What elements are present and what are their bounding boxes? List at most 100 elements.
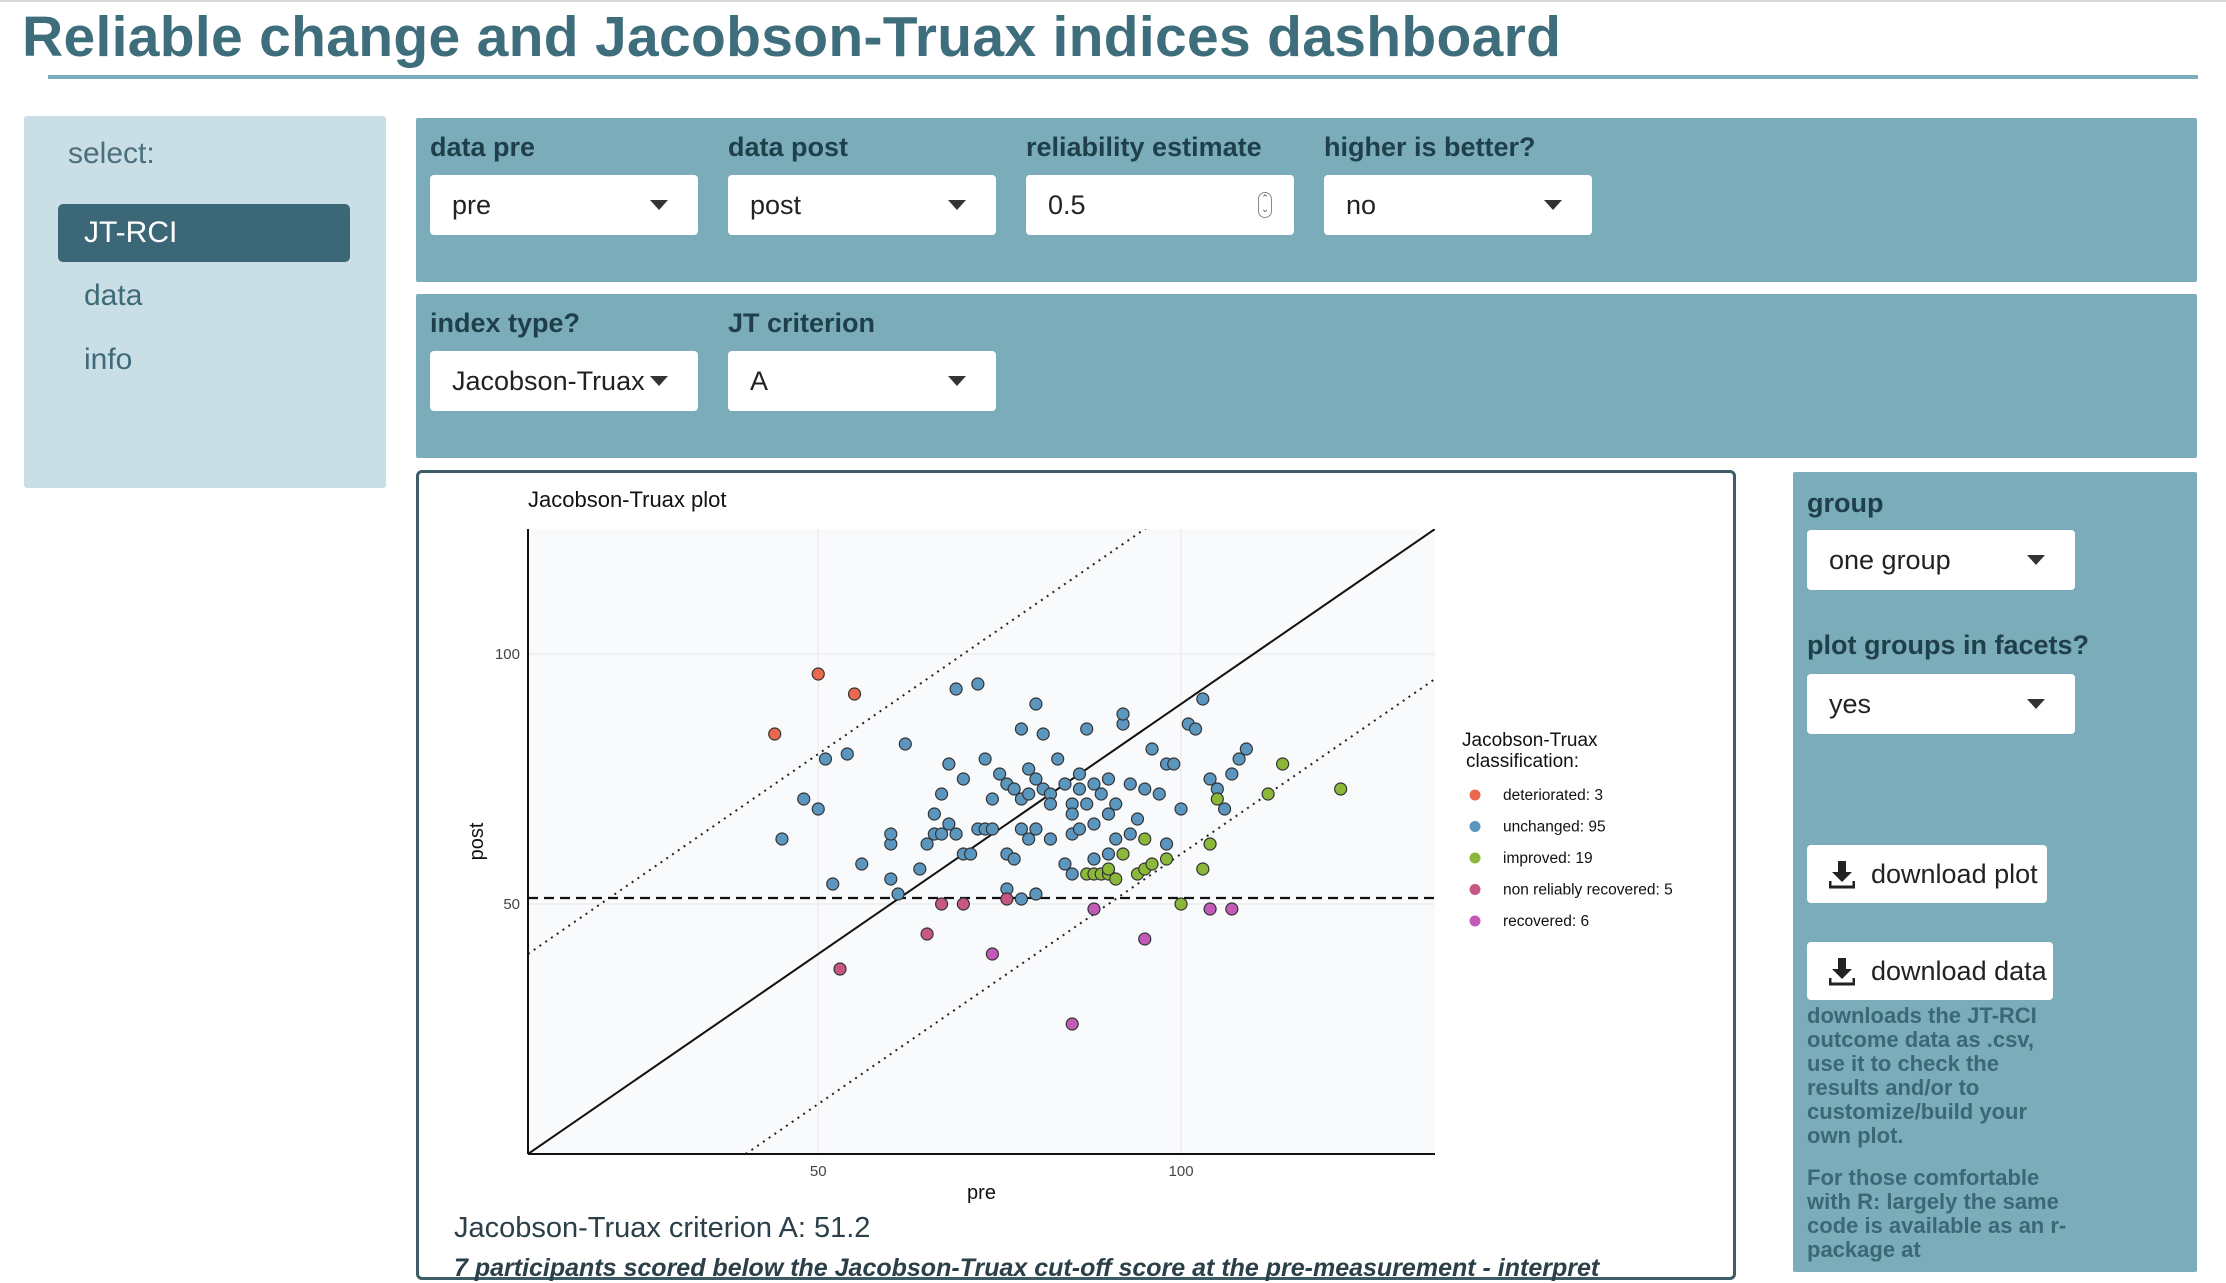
data-point-unchanged (1029, 697, 1043, 711)
data-point-unchanged (1232, 752, 1246, 766)
data-point-unchanged (898, 737, 912, 751)
data-point-unchanged (1239, 742, 1253, 756)
spinner-icon[interactable]: ⌃ ⌄ (1258, 192, 1272, 218)
data-point-unchanged (1043, 832, 1058, 846)
higher-better-label: higher is better? (1324, 132, 1536, 162)
data-point-unchanged (1109, 797, 1123, 811)
legend-label: recovered: 6 (1503, 913, 1589, 930)
data-point-unchanged (1022, 787, 1036, 801)
download-data-button[interactable]: download data (1807, 942, 2053, 1000)
x-tick-label: 100 (1169, 1163, 1194, 1180)
legend-key-improved (1469, 852, 1481, 864)
facets-select[interactable]: yes (1807, 674, 2075, 734)
data-point-unchanged (985, 822, 999, 836)
data-point-improved (1109, 872, 1123, 886)
data-point-unchanged (891, 887, 905, 901)
data-point-recovered (985, 947, 999, 961)
download-note: downloads the JT-RCI outcome data as .cs… (1807, 1003, 2037, 1148)
x-tick-label: 50 (810, 1163, 827, 1180)
data-point-unchanged (934, 787, 949, 801)
data-point-unchanged (1065, 807, 1079, 821)
data-point-unchanged (1225, 767, 1239, 781)
data-point-unchanged (1174, 802, 1188, 816)
data-point-improved (1138, 832, 1152, 846)
data-post-label: data post (728, 132, 849, 162)
legend-label: non reliably recovered: 5 (1503, 882, 1673, 899)
data-point-unchanged (1036, 727, 1050, 741)
sidebar-item-jt-rci[interactable]: JT-RCI (58, 204, 350, 262)
data-point-improved (1116, 847, 1130, 861)
data-point-unchanged (971, 677, 985, 691)
index-type-select[interactable]: Jacobson-Truax (430, 351, 698, 411)
data-point-unchanged (1123, 827, 1137, 841)
data-point-unchanged (1101, 847, 1116, 861)
data-point-unchanged (1116, 707, 1130, 721)
data-point-unchanged (1196, 692, 1210, 706)
data-point-unchanged (1043, 797, 1058, 811)
title-rule (48, 75, 2198, 79)
r-package-note: For those comfortable with R: largely th… (1807, 1165, 2067, 1262)
higher-better-select[interactable]: no (1324, 175, 1592, 235)
legend-title: Jacobson-Truax (1462, 730, 1598, 751)
data-point-unchanged (1058, 777, 1072, 791)
data-point-unchanged (1130, 812, 1145, 826)
data-point-unchanged (1072, 822, 1087, 836)
legend-label: improved: 19 (1503, 850, 1593, 867)
index-type-label: index type? (430, 308, 581, 338)
data-point-unchanged (1094, 787, 1108, 801)
data-point-improved (1261, 787, 1275, 801)
group-value: one group (1829, 545, 1951, 575)
data-point-non-reliably-recovered (833, 962, 847, 976)
legend-title: classification: (1466, 751, 1579, 772)
data-point-unchanged (1145, 742, 1159, 756)
plot-card: 50 100 50 100 Jacobson-Truax plot pre post Jaco… (416, 470, 1736, 1280)
data-point-unchanged (1101, 772, 1116, 786)
data-point-unchanged (993, 767, 1007, 781)
data-point-non-reliably-recovered (956, 897, 970, 911)
data-point-unchanged (920, 837, 934, 851)
criterion-result: Jacobson-Truax criterion A: 51.2 (454, 1212, 871, 1244)
y-tick-label: 100 (495, 646, 520, 663)
data-point-unchanged (956, 772, 970, 786)
page-title: Reliable change and Jacobson-Truax indic… (22, 5, 1562, 69)
plot-options-panel: group one group plot groups in facets? y… (1793, 472, 2197, 1272)
data-point-unchanged (1014, 822, 1029, 836)
data-point-improved (1145, 857, 1159, 871)
legend-label: unchanged: 95 (1503, 819, 1606, 836)
data-point-deteriorated (811, 667, 825, 681)
download-plot-button[interactable]: download plot (1807, 845, 2047, 903)
data-point-unchanged (934, 827, 949, 841)
data-point-unchanged (1029, 822, 1043, 836)
sidebar-item-data[interactable]: data (84, 279, 143, 312)
data-point-unchanged (1058, 857, 1072, 871)
data-point-non-reliably-recovered (920, 927, 934, 941)
sidebar-label: select: (68, 137, 155, 170)
chevron-down-icon (1544, 200, 1562, 210)
data-point-recovered (1138, 932, 1152, 946)
data-point-unchanged (978, 752, 992, 766)
data-point-unchanged (949, 827, 963, 841)
data-post-select[interactable]: post (728, 175, 996, 235)
data-point-unchanged (775, 832, 789, 846)
group-select[interactable]: one group (1807, 530, 2075, 590)
jt-criterion-value: A (750, 366, 769, 396)
data-point-unchanged (1065, 867, 1079, 881)
jt-criterion-select[interactable]: A (728, 351, 996, 411)
data-pre-select[interactable]: pre (430, 175, 698, 235)
index-type-value: Jacobson-Truax (452, 366, 645, 396)
data-point-unchanged (1203, 772, 1217, 786)
data-point-unchanged (1109, 832, 1123, 846)
data-point-unchanged (1188, 722, 1203, 736)
data-point-recovered (1203, 902, 1217, 916)
data-point-improved (1174, 897, 1188, 911)
sidebar-item-info[interactable]: info (84, 343, 133, 376)
legend-key-recovered (1469, 915, 1481, 927)
data-point-unchanged (1051, 752, 1065, 766)
download-icon (1829, 958, 1855, 986)
data-point-improved (1196, 862, 1210, 876)
data-point-unchanged (942, 817, 956, 831)
reliability-input[interactable]: 0.5 ⌃ ⌄ (1026, 175, 1294, 235)
data-point-unchanged (1167, 757, 1181, 771)
data-point-unchanged (1029, 772, 1043, 786)
download-icon (1829, 861, 1855, 889)
